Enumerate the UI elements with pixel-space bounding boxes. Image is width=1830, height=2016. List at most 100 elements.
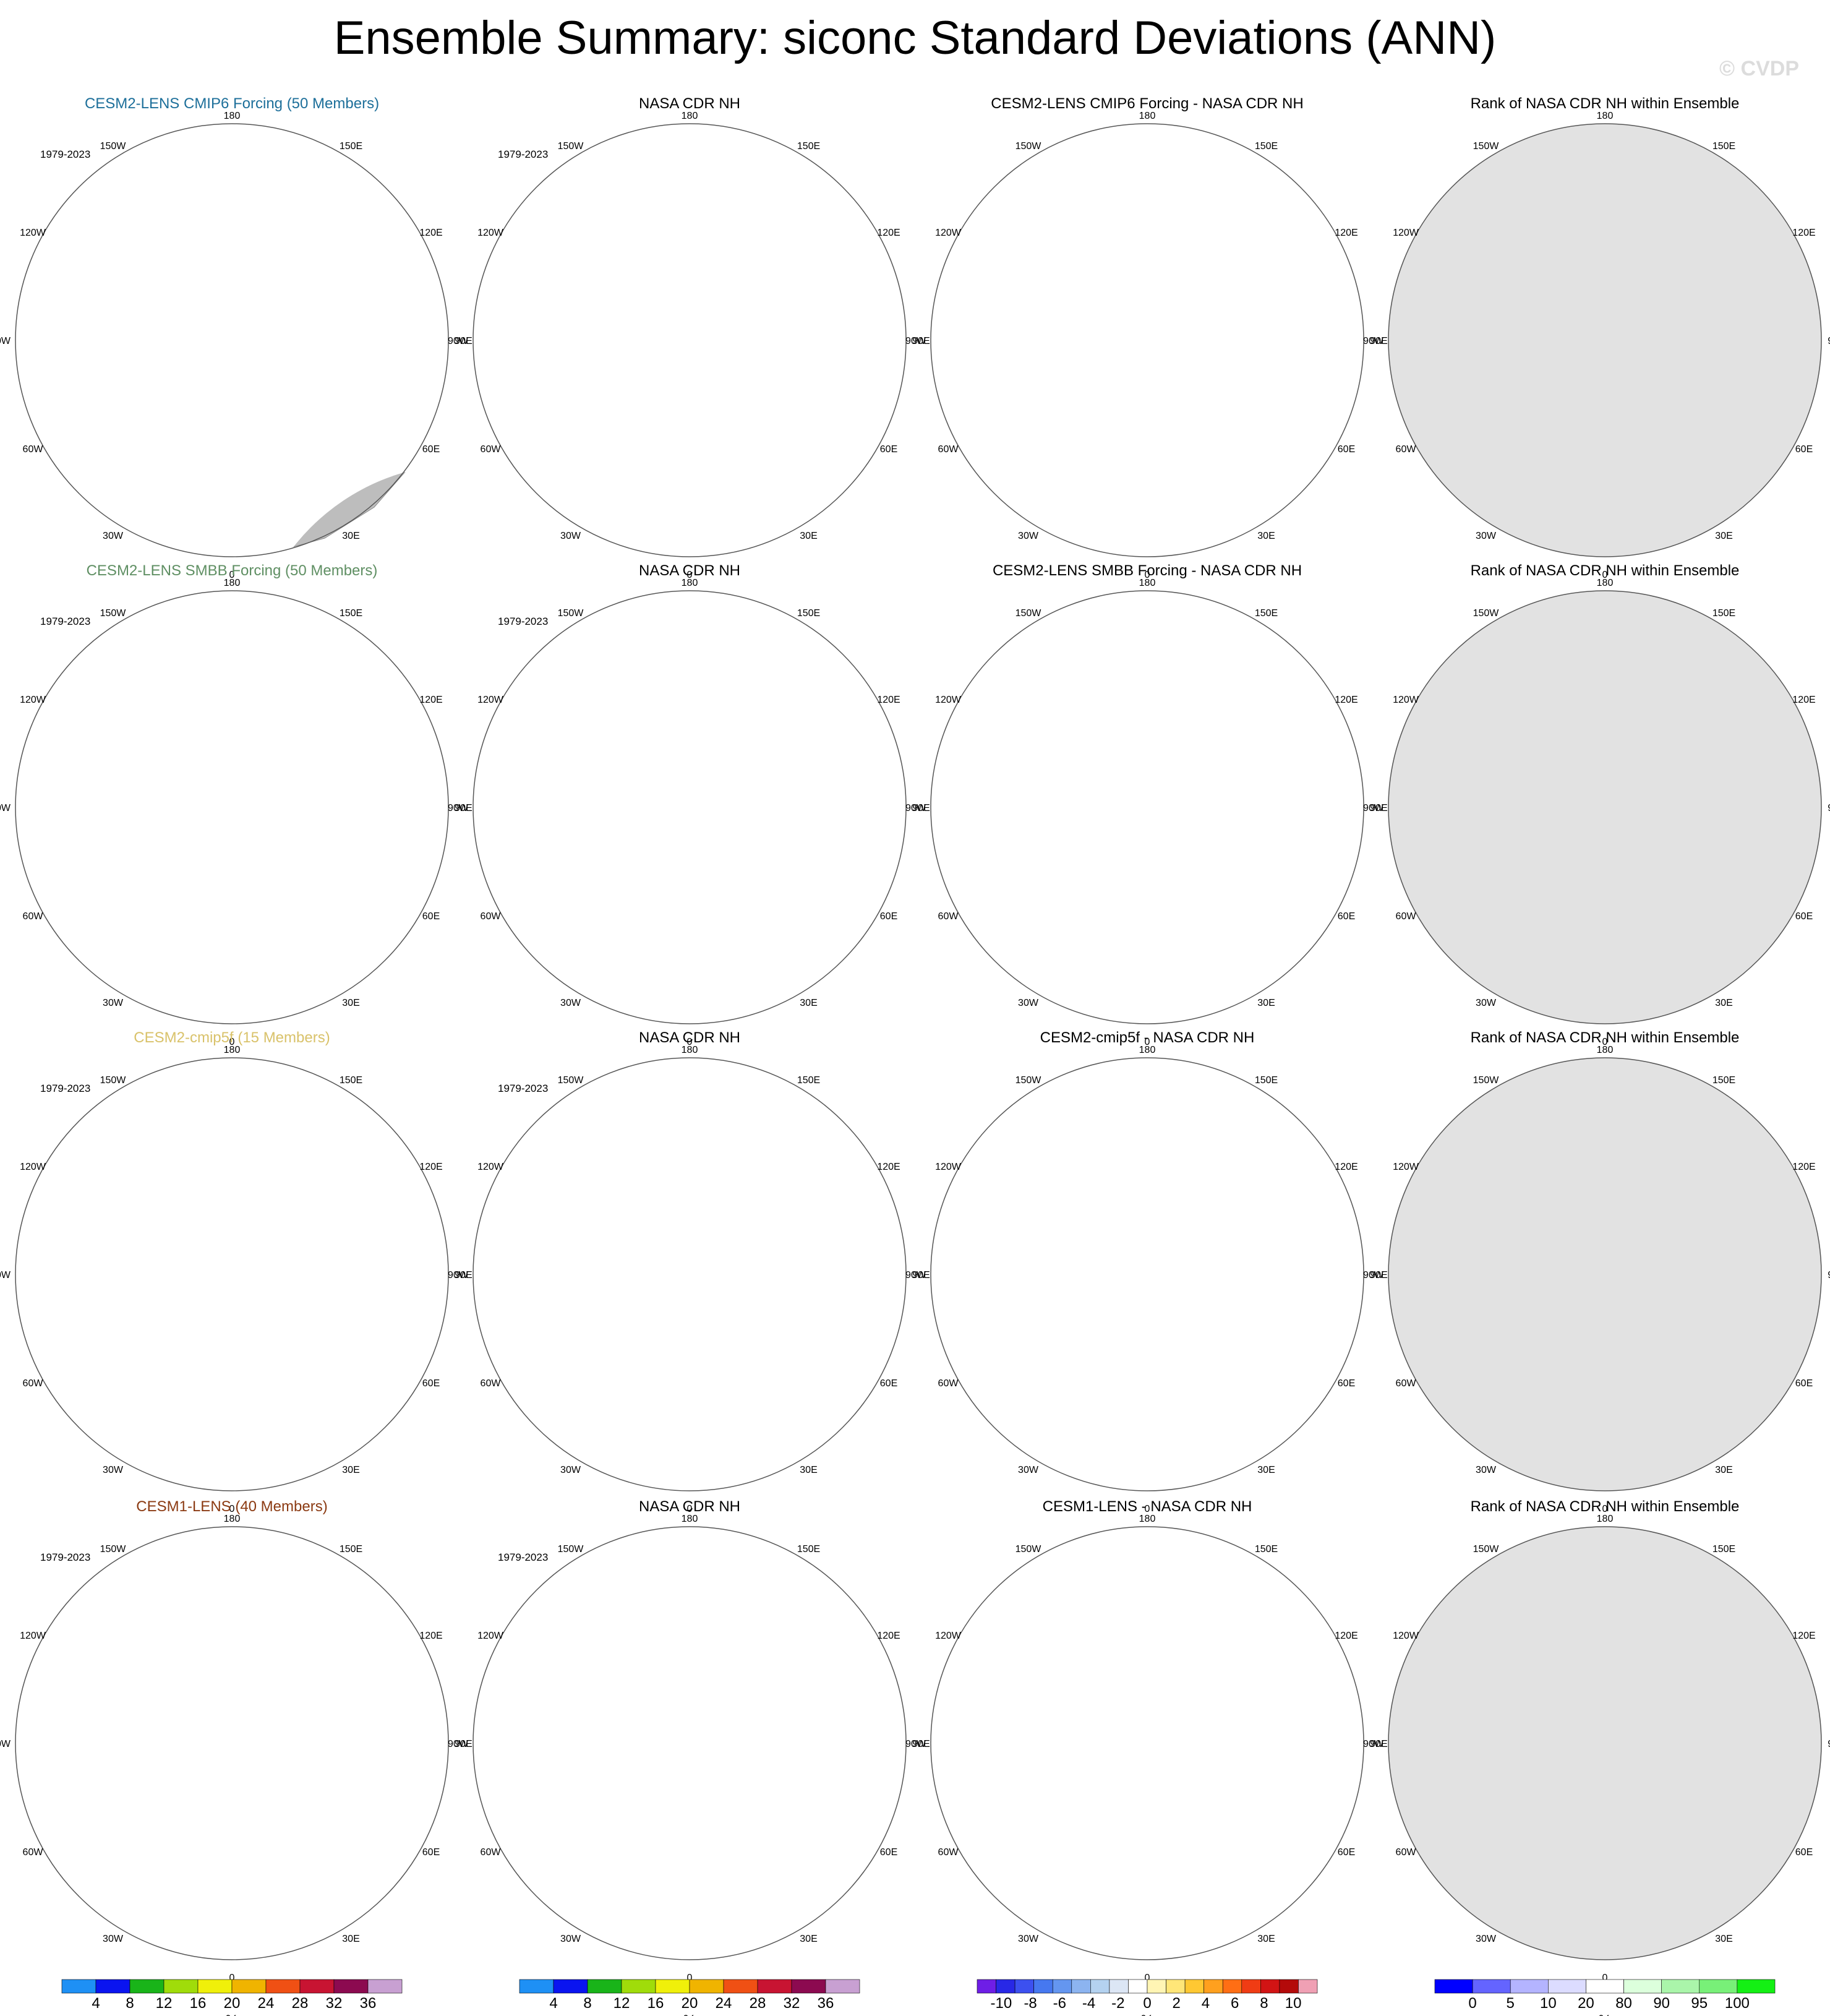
longitude-label: 90W — [0, 1270, 11, 1280]
longitude-label: 60E — [880, 1378, 897, 1389]
map-ocean — [473, 124, 906, 557]
longitude-label: 150W — [100, 608, 127, 619]
longitude-label: 90E — [1370, 1270, 1387, 1280]
longitude-label: 150E — [1712, 1544, 1735, 1555]
colorbar-swatch — [723, 1979, 758, 1994]
map-panel: CESM2-cmip5f (15 Members)180 150E 120E 90E 6… — [0, 1029, 472, 1514]
panel-title: Rank of NASA CDR NH within Ensemble — [1471, 95, 1740, 112]
longitude-label: 90E — [912, 1270, 930, 1280]
longitude-label: 30E — [1257, 531, 1275, 541]
longitude-label: 120W — [477, 695, 504, 705]
longitude-label: 150E — [340, 141, 362, 152]
colorbar-tick-label: 10 — [1285, 1995, 1302, 2012]
colorbar-swatch — [129, 1979, 165, 1994]
map-ocean — [1388, 124, 1821, 557]
longitude-label: 60E — [1795, 1378, 1813, 1389]
colorbar-swatch — [333, 1979, 369, 1994]
colorbar-swatch — [1128, 1979, 1148, 1994]
longitude-label: 120W — [935, 1631, 962, 1641]
colorbar-swatch — [621, 1979, 656, 1994]
map-panel: CESM1-LENS (40 Members)180 150E 120E 90E 60E… — [0, 1498, 472, 1983]
stddev-colorbar-obs: 4 8 12 16 20 24 28 32 36% — [519, 1979, 860, 2016]
panel-title: CESM2-cmip5f - NASA CDR NH — [1040, 1029, 1255, 1046]
colorbar-tick-label: 90 — [1653, 1995, 1670, 2012]
colorbar-swatch — [519, 1979, 554, 1994]
longitude-label: 150E — [797, 608, 820, 619]
longitude-label: 30W — [103, 1934, 124, 1944]
longitude-label: 150W — [1015, 1544, 1042, 1555]
map-border — [15, 123, 449, 557]
longitude-label: 120E — [1792, 1162, 1815, 1172]
longitude-label: 180 — [682, 1045, 698, 1055]
longitude-label: 60E — [422, 911, 440, 922]
longitude-label: 60E — [1795, 911, 1813, 922]
longitude-label: 90W — [448, 803, 469, 813]
longitude-label: 180 — [1597, 578, 1614, 588]
longitude-label: 0 — [229, 1037, 235, 1047]
longitude-label: 150W — [100, 1075, 127, 1086]
longitude-label: 30W — [103, 998, 124, 1008]
longitude-label: 0 — [1145, 1504, 1150, 1514]
colorbar-swatch — [689, 1979, 724, 1994]
colorbar-swatch — [1109, 1979, 1129, 1994]
colorbar-tick-label: 100 — [1725, 1995, 1750, 2012]
colorbar-swatch — [1147, 1979, 1166, 1994]
longitude-label: 90W — [1363, 336, 1384, 346]
map-ocean — [1388, 1527, 1821, 1960]
colorbar-tick-label: 8 — [583, 1995, 591, 2012]
map-border — [15, 590, 449, 1024]
panel-title: CESM2-cmip5f (15 Members) — [134, 1029, 330, 1046]
longitude-label: 120E — [419, 1162, 442, 1172]
longitude-label: 180 — [1139, 578, 1156, 588]
colorbar-swatch — [1184, 1979, 1204, 1994]
colorbar-tick-label: 24 — [716, 1995, 732, 2012]
panel-title: CESM2-LENS CMIP6 Forcing - NASA CDR NH — [991, 95, 1303, 112]
colorbar-swatch — [1166, 1979, 1186, 1994]
longitude-label: 90E — [455, 336, 472, 346]
longitude-label: 150W — [558, 1544, 584, 1555]
colorbar-swatch — [1033, 1979, 1053, 1994]
map-border — [1388, 123, 1822, 557]
colorbar-swatch — [996, 1979, 1015, 1994]
longitude-label: 60W — [1396, 444, 1417, 455]
longitude-label: 120W — [1393, 695, 1419, 705]
period-label: 1979-2023 — [498, 1083, 548, 1094]
longitude-label: 150E — [340, 608, 362, 619]
stddev-colorbar: 4 8 12 16 20 24 28 32 36% — [61, 1979, 403, 2016]
longitude-label: 150E — [1255, 608, 1278, 619]
longitude-label: 120E — [877, 1631, 900, 1641]
longitude-label: 0 — [687, 570, 693, 580]
colorbar-swatch — [791, 1979, 826, 1994]
colorbar-tick-label: 24 — [258, 1995, 275, 2012]
longitude-label: 30W — [560, 531, 581, 541]
longitude-label: 30E — [1257, 998, 1275, 1008]
longitude-label: 60E — [880, 444, 897, 455]
longitude-label: 150W — [1473, 141, 1500, 152]
longitude-label: 150E — [1255, 1075, 1278, 1086]
colorbar-swatch — [1052, 1979, 1072, 1994]
longitude-label: 90E — [912, 336, 930, 346]
panel-title: NASA CDR NH — [639, 562, 740, 579]
colorbar-swatch — [1014, 1979, 1034, 1994]
longitude-label: 120E — [1335, 695, 1358, 705]
longitude-label: 60W — [938, 444, 959, 455]
map-border — [15, 1526, 449, 1960]
colorbar-swatch — [1661, 1979, 1700, 1994]
longitude-label: 90W — [448, 1739, 469, 1749]
longitude-label: 60E — [422, 1378, 440, 1389]
colorbar-tick-label: 2 — [1173, 1995, 1181, 2012]
colorbar-swatch — [1279, 1979, 1299, 1994]
longitude-label: 90W — [905, 1270, 926, 1280]
map-panel: NASA CDR NH180150E120E90E60E30E030W60W90… — [448, 95, 930, 580]
longitude-label: 120W — [20, 695, 46, 705]
colorbar-tick-label: -6 — [1053, 1995, 1066, 2012]
colorbar-swatch — [1204, 1979, 1223, 1994]
longitude-label: 60E — [880, 1847, 897, 1858]
panel-title: Rank of NASA CDR NH within Ensemble — [1471, 1498, 1740, 1515]
longitude-label: 90E — [1370, 1739, 1387, 1749]
colorbar-swatch — [95, 1979, 130, 1994]
longitude-label: 120W — [935, 228, 962, 238]
map-ocean — [1388, 1058, 1821, 1491]
longitude-label: 60E — [1338, 1378, 1355, 1389]
longitude-label: 60E — [1795, 444, 1813, 455]
